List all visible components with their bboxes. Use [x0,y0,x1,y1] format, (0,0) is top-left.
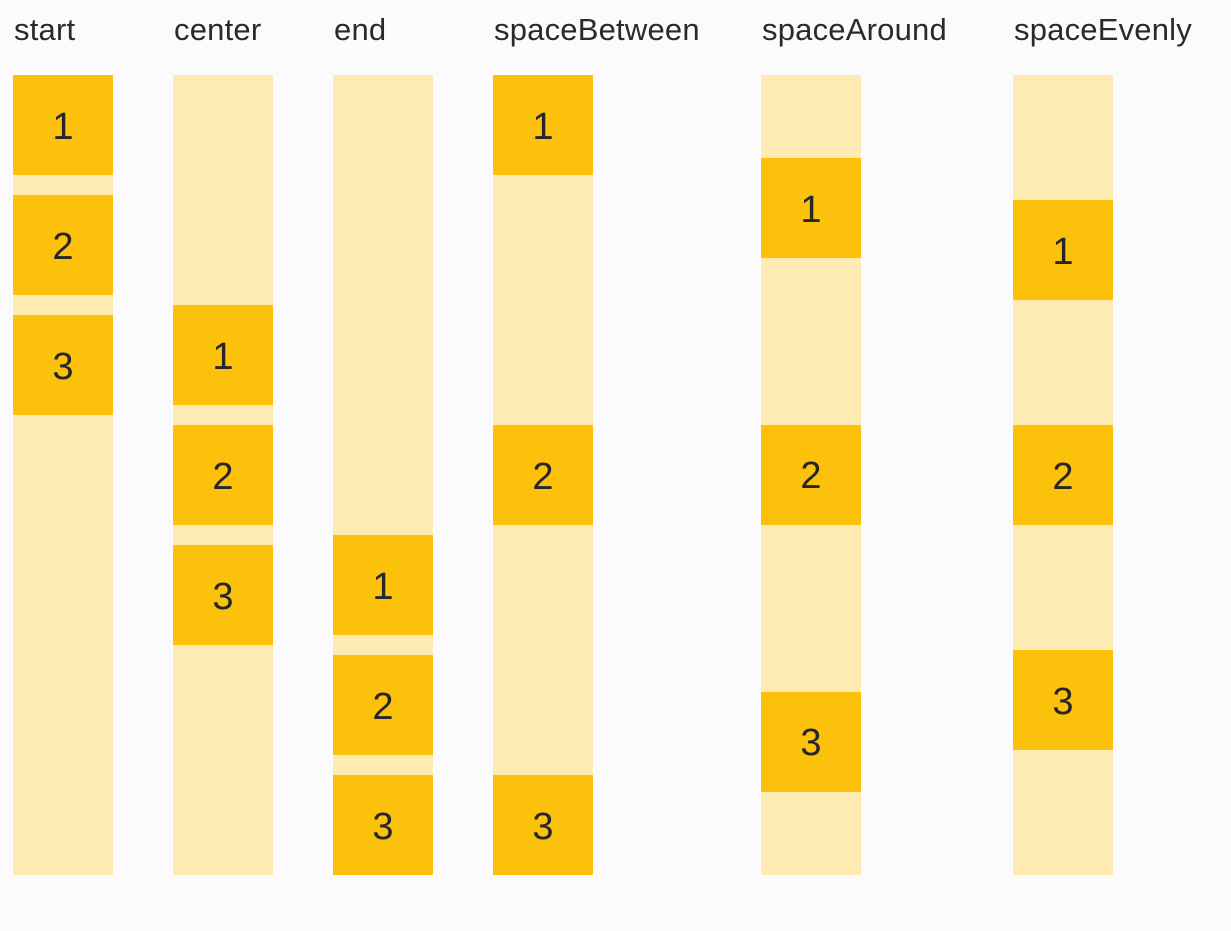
flex-item-number: 2 [800,455,822,498]
alignment-label: start [14,12,76,47]
alignment-label: center [174,12,262,47]
column-track: 1 2 3 [333,75,433,875]
flex-item-number: 1 [532,105,554,148]
flex-item-box: 3 [13,315,113,415]
flex-item-number: 1 [1052,230,1074,273]
flex-item-number: 2 [532,455,554,498]
flex-item-box: 2 [173,425,273,525]
flex-item-number: 1 [52,105,74,148]
alignment-column-group-end: end 1 2 3 [333,0,433,931]
flex-item-number: 1 [372,565,394,608]
alignment-column-group-start: start 1 2 3 [13,0,113,931]
flex-item-number: 2 [372,685,394,728]
flex-item-number: 2 [212,455,234,498]
flex-item-box: 3 [1013,650,1113,750]
flex-item-box: 1 [333,535,433,635]
flex-item-box: 1 [761,158,861,259]
flex-item-box: 3 [173,545,273,645]
flex-item-box: 3 [333,775,433,875]
alignment-column-group-spaceAround: spaceAround 1 2 3 [761,0,947,931]
alignment-column-group-spaceEvenly: spaceEvenly 1 2 3 [1013,0,1192,931]
column-track: 1 2 3 [13,75,113,875]
column-track: 1 2 3 [493,75,593,875]
column-track: 1 2 3 [1013,75,1113,875]
column-track: 1 2 3 [761,75,861,875]
flex-item-box: 1 [1013,200,1113,300]
alignment-column-group-spaceBetween: spaceBetween 1 2 3 [493,0,700,931]
flex-item-box: 2 [1013,425,1113,525]
flex-item-box: 1 [493,75,593,175]
flex-item-box: 2 [493,425,593,525]
flex-item-box: 2 [761,424,861,525]
flex-item-box: 3 [761,691,861,792]
flex-item-box: 1 [173,305,273,405]
flex-item-number: 1 [800,188,822,231]
flex-item-number: 2 [52,225,74,268]
flex-item-number: 1 [212,335,234,378]
flex-item-box: 1 [13,75,113,175]
flex-item-number: 3 [1052,680,1074,723]
flex-item-box: 3 [493,775,593,875]
alignment-label: spaceBetween [494,12,700,47]
flex-item-number: 3 [212,575,234,618]
flex-item-box: 2 [333,655,433,755]
alignment-column-group-center: center 1 2 3 [173,0,273,931]
alignment-label: spaceAround [762,12,947,47]
flex-item-number: 3 [52,345,74,388]
flex-item-number: 3 [532,805,554,848]
alignment-label: end [334,12,387,47]
flex-item-box: 2 [13,195,113,295]
flex-item-number: 3 [800,722,822,765]
column-track: 1 2 3 [173,75,273,875]
flex-item-number: 3 [372,805,394,848]
alignment-label: spaceEvenly [1014,12,1192,47]
flex-item-number: 2 [1052,455,1074,498]
